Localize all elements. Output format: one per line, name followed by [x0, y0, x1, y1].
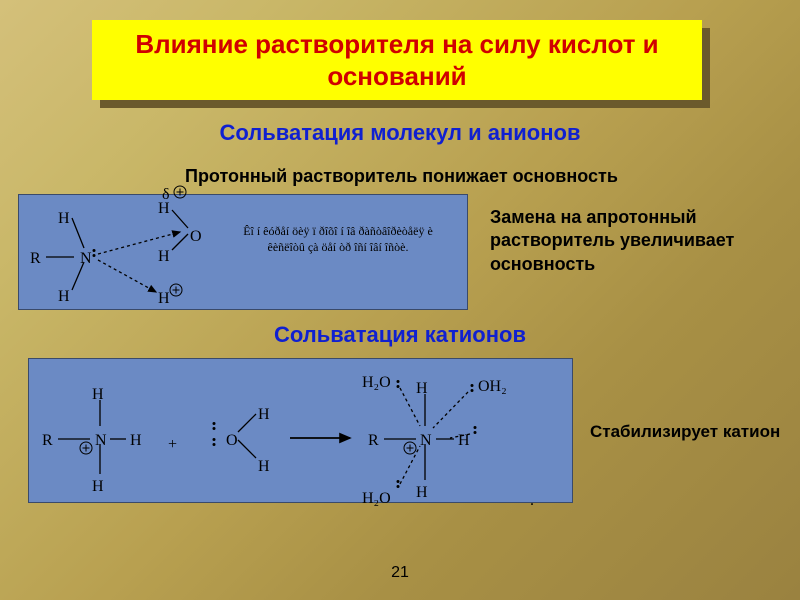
title-box: Влияние растворителя на силу кислот и ос…	[92, 20, 702, 100]
subtitle-solvation-cations: Сольватация катионов	[0, 322, 800, 348]
chem-label: H	[92, 386, 104, 404]
chem-label: H	[92, 478, 104, 496]
page-number: 21	[0, 564, 800, 582]
chem-label: R	[42, 432, 53, 450]
chem-label: H	[58, 210, 70, 228]
chem-label: H	[258, 406, 270, 424]
title-text: Влияние растворителя на силу кислот и ос…	[92, 28, 702, 93]
chem-label: H	[416, 380, 428, 398]
chem-label: H	[158, 290, 170, 308]
stabilizes-cation-line: Стабилизирует катион	[590, 422, 790, 442]
chem-label: O	[190, 228, 202, 246]
chem-label: H	[130, 432, 142, 450]
chem-label: H	[416, 484, 428, 502]
chem-label: H	[158, 248, 170, 266]
chem-label: R	[368, 432, 379, 450]
chem-label: N	[95, 432, 107, 450]
chem-label: N	[420, 432, 432, 450]
chem-label: H₂O	[362, 374, 391, 392]
chem-label: H₂O	[362, 490, 391, 508]
chem-label: .	[530, 492, 534, 510]
chem-label: N	[80, 250, 92, 268]
chem-label: H	[258, 458, 270, 476]
chem-label: O	[226, 432, 238, 450]
chem-label: R	[30, 250, 41, 268]
chem-label: H	[458, 432, 470, 450]
chem-label: H	[58, 288, 70, 306]
chem-label: OH₂	[478, 378, 507, 396]
chem-label: +	[168, 436, 177, 454]
subtitle-solvation-anions: Сольватация молекул и анионов	[0, 120, 800, 146]
garbled-text: Êî í êóðåí öèÿ ï ðîõî í îâ ðàñòâîðèòåëÿ …	[238, 224, 438, 255]
protic-solvent-line: Протонный растворитель понижает основнос…	[185, 166, 618, 187]
aprotic-solvent-line: Замена на апротонный растворитель увелич…	[490, 206, 780, 276]
chem-label: δ	[162, 186, 170, 204]
